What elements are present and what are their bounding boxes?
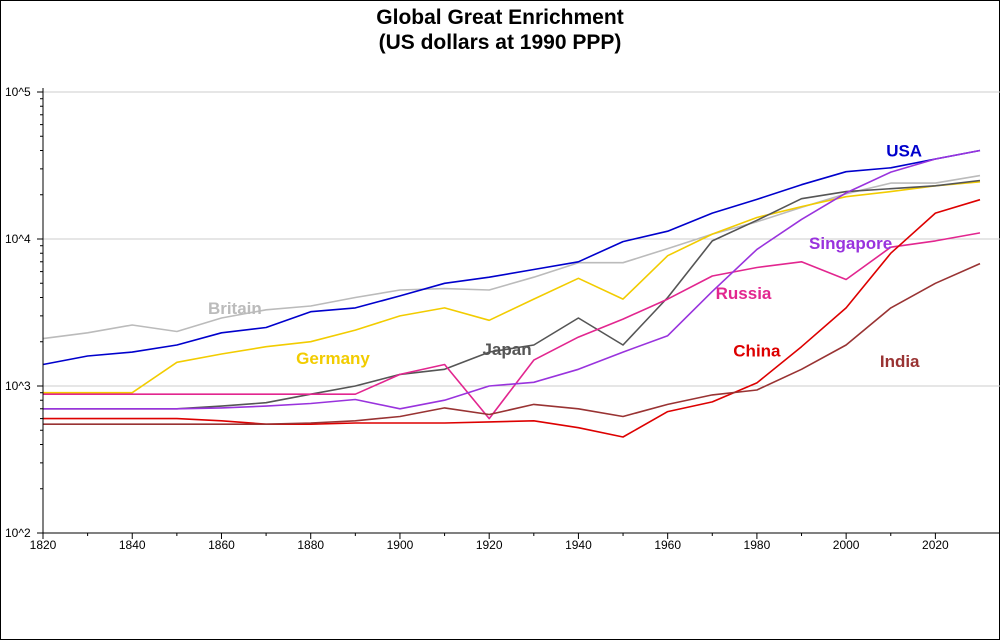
x-tick-label: 2020 bbox=[922, 538, 949, 552]
series-label-india: India bbox=[880, 352, 920, 371]
x-tick-label: 1920 bbox=[476, 538, 503, 552]
axes: 10^2 10^3 10^4 10^5 1820 1840 1860 1880 1900 1920… bbox=[5, 85, 1000, 552]
series-line-japan bbox=[43, 179, 981, 410]
y-tick-label: 10^2 bbox=[5, 526, 31, 540]
x-tick-label: 1820 bbox=[30, 538, 57, 552]
series-label-usa: USA bbox=[886, 141, 922, 160]
series-label-japan: Japan bbox=[482, 340, 531, 359]
series-labels: Britain USA Germany Japan Russia Singapore Chi… bbox=[208, 141, 922, 370]
series-line-usa bbox=[42, 149, 981, 366]
series-label-germany: Germany bbox=[296, 349, 370, 368]
x-tick-label: 1980 bbox=[744, 538, 771, 552]
series-line-india bbox=[43, 262, 981, 426]
y-tick-label: 10^3 bbox=[5, 379, 31, 393]
x-tick-label: 1960 bbox=[654, 538, 681, 552]
x-tick-label: 2000 bbox=[833, 538, 860, 552]
series-line-singapore bbox=[43, 149, 981, 410]
series-label-russia: Russia bbox=[716, 284, 772, 303]
x-tick-label: 1880 bbox=[297, 538, 324, 552]
series-group bbox=[42, 149, 981, 438]
x-tick-label: 1860 bbox=[208, 538, 235, 552]
chart-title: Global Great Enrichment bbox=[376, 6, 623, 29]
x-tick-label: 1840 bbox=[119, 538, 146, 552]
series-label-china: China bbox=[733, 341, 781, 360]
series-label-britain: Britain bbox=[208, 299, 262, 318]
chart-subtitle: (US dollars at 1990 PPP) bbox=[379, 31, 622, 54]
series-line-russia bbox=[43, 232, 981, 420]
series-label-singapore: Singapore bbox=[809, 234, 892, 253]
grid bbox=[43, 91, 1000, 387]
series-line-britain bbox=[42, 174, 981, 340]
series-line-germany bbox=[43, 181, 981, 394]
y-tick-label: 10^4 bbox=[5, 232, 31, 246]
series-line-china bbox=[43, 198, 981, 438]
x-tick-label: 1900 bbox=[387, 538, 414, 552]
x-tick-label: 1940 bbox=[565, 538, 592, 552]
y-tick-label: 10^5 bbox=[5, 85, 31, 99]
